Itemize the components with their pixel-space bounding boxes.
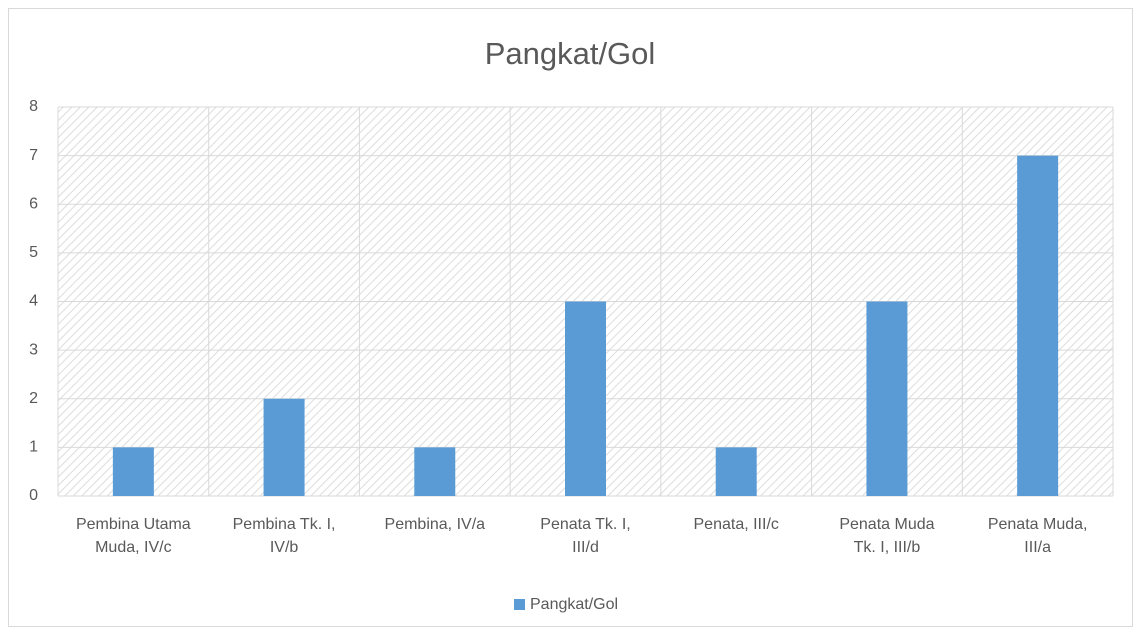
bar — [1017, 155, 1059, 496]
bar — [112, 447, 154, 496]
x-tick-label: Penata Muda Tk. I, III/b — [839, 516, 935, 556]
bar — [565, 301, 606, 496]
bar — [263, 398, 305, 496]
x-tick-label: Pembina, IV/a — [384, 516, 486, 533]
y-tick-label: 3 — [29, 341, 38, 358]
x-tick-label: Penata, III/c — [693, 516, 779, 533]
y-tick-label: 8 — [29, 98, 38, 115]
bar — [866, 301, 908, 496]
y-tick-label: 6 — [29, 195, 38, 212]
x-tick-label: Penata Tk. I, III/d — [540, 516, 631, 556]
y-tick-label: 0 — [29, 487, 38, 504]
legend-swatch — [514, 599, 525, 610]
y-tick-label: 5 — [29, 244, 38, 261]
legend-label: Pangkat/Gol — [530, 596, 618, 613]
x-tick-label: Pembina Tk. I, IV/b — [232, 516, 336, 556]
chart-title: Pangkat/Gol — [485, 36, 656, 71]
y-tick-label: 2 — [29, 390, 38, 407]
bar — [414, 447, 456, 496]
y-tick-label: 4 — [29, 293, 38, 310]
bar — [715, 447, 757, 496]
y-tick-label: 1 — [29, 439, 38, 456]
y-tick-label: 7 — [29, 147, 38, 164]
x-tick-label: Pembina Utama Muda, IV/c — [75, 516, 191, 556]
x-tick-label: Penata Muda, III/a — [987, 516, 1088, 556]
